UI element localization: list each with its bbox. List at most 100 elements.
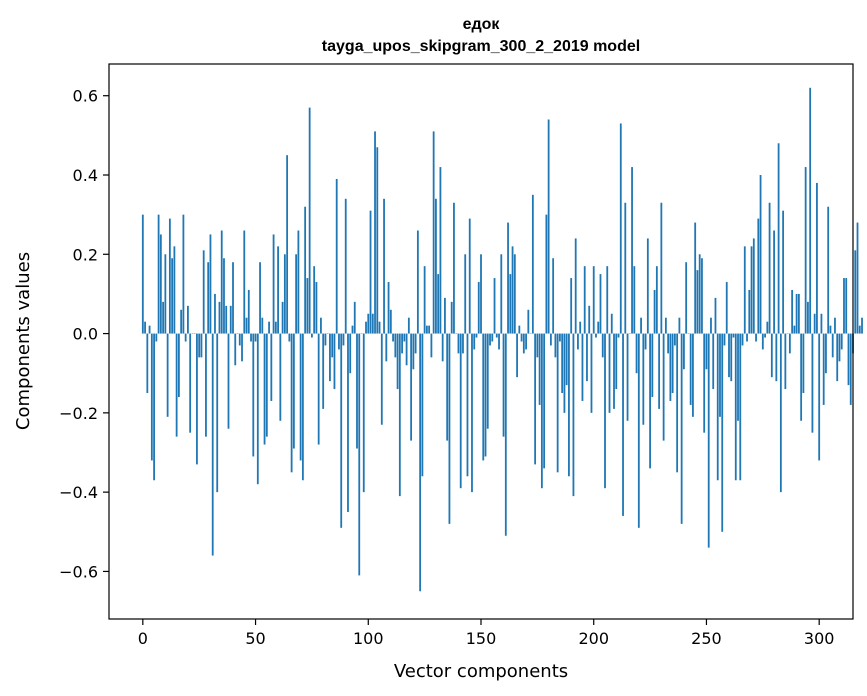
bar: [843, 278, 845, 334]
y-axis-ticks: −0.6 −0.4 −0.2 0.0 0.2 0.4 0.6: [59, 87, 109, 581]
x-axis-ticks: 0 50 100 150 200 250 300: [138, 619, 835, 648]
bar: [150, 333, 153, 461]
bar: [773, 230, 775, 334]
bar: [288, 333, 291, 342]
bar: [376, 147, 379, 334]
bar: [412, 333, 415, 370]
bar: [159, 234, 162, 334]
bar: [816, 182, 818, 334]
bar: [486, 333, 489, 429]
bar: [407, 317, 410, 334]
bar: [380, 333, 383, 425]
bar: [421, 333, 424, 477]
bar: [394, 333, 397, 358]
bar: [820, 313, 823, 334]
bar: [568, 333, 570, 477]
bar: [527, 309, 530, 334]
bar: [340, 333, 343, 528]
bar: [640, 317, 642, 334]
bar: [416, 230, 419, 334]
bar: [441, 333, 444, 362]
bar: [660, 202, 663, 334]
bar: [245, 317, 248, 334]
bar: [504, 333, 507, 536]
bar: [721, 333, 724, 532]
bar: [610, 313, 613, 334]
bar: [425, 325, 428, 334]
bar: [511, 246, 514, 334]
bar: [694, 222, 697, 334]
bar: [748, 289, 751, 334]
bar: [353, 301, 356, 334]
y-tick-label: 0.6: [73, 87, 98, 106]
bar: [547, 119, 550, 334]
bar: [256, 333, 259, 485]
bar: [637, 333, 640, 528]
bar: [466, 333, 469, 477]
bar: [430, 333, 433, 358]
bar: [446, 333, 449, 441]
bar: [144, 321, 146, 334]
bar: [534, 333, 537, 465]
bar: [491, 333, 494, 342]
bar: [202, 250, 205, 334]
bar: [716, 333, 719, 481]
bar: [793, 325, 796, 334]
bar: [784, 333, 787, 390]
bar: [383, 198, 385, 334]
bar: [606, 266, 609, 334]
bar: [457, 333, 460, 354]
bar: [777, 143, 780, 334]
bar: [743, 246, 746, 334]
bar: [502, 333, 505, 437]
bar: [423, 266, 426, 334]
bar: [322, 333, 325, 409]
bar: [840, 333, 843, 350]
bar: [389, 309, 392, 334]
bar: [324, 333, 327, 346]
bar: [141, 214, 144, 334]
bar: [344, 198, 347, 334]
bar: [216, 333, 219, 493]
bar: [827, 206, 830, 334]
bar: [164, 254, 167, 334]
bar: [516, 333, 518, 378]
bar: [223, 258, 225, 334]
bar: [263, 333, 266, 445]
bar: [439, 167, 442, 334]
bar: [304, 206, 307, 334]
bar: [371, 313, 374, 334]
bar: [274, 321, 277, 334]
bar: [495, 333, 498, 338]
bar: [649, 333, 651, 469]
bar: [146, 333, 149, 394]
bar: [189, 333, 192, 433]
x-tick-label: 200: [578, 629, 609, 648]
bar: [435, 198, 437, 334]
bar: [254, 333, 257, 342]
bar: [311, 333, 313, 338]
bar: [464, 254, 467, 334]
bar: [834, 317, 836, 334]
y-tick-label: −0.4: [59, 483, 98, 502]
bar: [861, 317, 863, 334]
bar: [590, 333, 593, 413]
bar: [804, 167, 807, 334]
bar: [561, 333, 564, 394]
bar: [642, 333, 645, 425]
bar: [775, 333, 778, 382]
bar: [182, 214, 185, 334]
bar: [477, 282, 480, 334]
bar: [759, 175, 762, 334]
bar: [356, 333, 358, 449]
bar: [259, 262, 261, 334]
bar: [500, 254, 503, 334]
x-tick-label: 300: [804, 629, 835, 648]
bar: [205, 333, 207, 437]
bar: [719, 333, 721, 417]
bar: [509, 274, 512, 334]
plot-frame: [108, 63, 854, 620]
bar: [757, 218, 760, 334]
bar: [338, 333, 340, 350]
